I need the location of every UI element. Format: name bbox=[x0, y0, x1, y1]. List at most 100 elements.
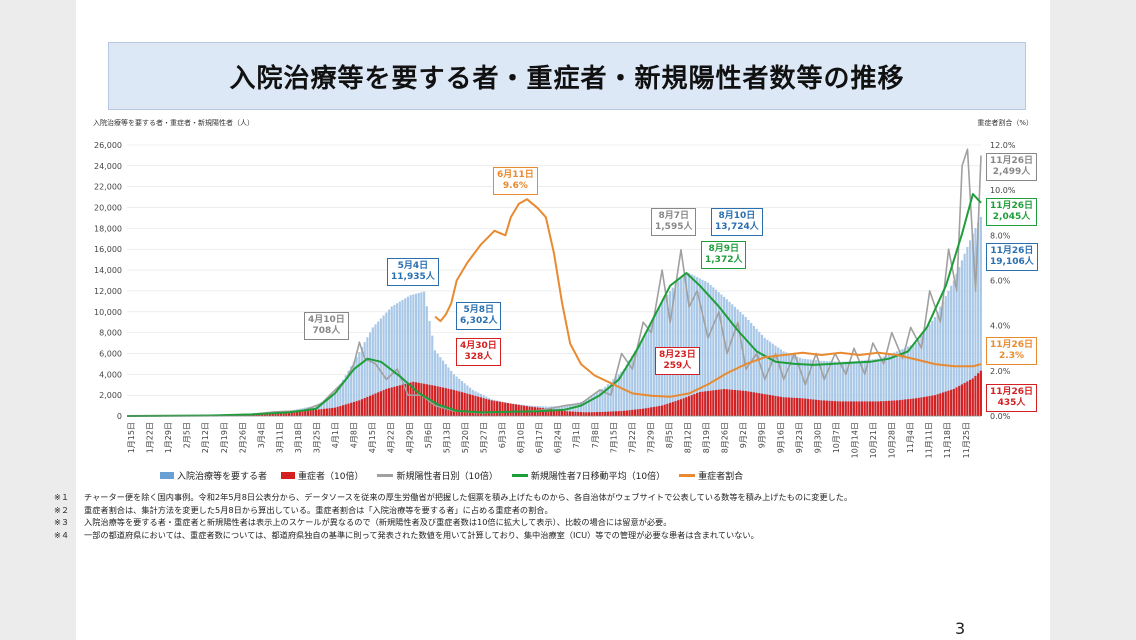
severe-bar bbox=[490, 400, 493, 416]
annotation-line1: 11月26日 bbox=[990, 201, 1034, 211]
severe-bar bbox=[952, 388, 955, 416]
severe-bar bbox=[763, 394, 766, 416]
hospital-bar bbox=[766, 339, 769, 416]
hospital-bar bbox=[698, 278, 701, 416]
hospital-bar bbox=[728, 301, 731, 416]
y-tick-label: 0 bbox=[117, 412, 122, 421]
severe-bar bbox=[466, 393, 469, 416]
annotation-line2: 1,595人 bbox=[655, 222, 693, 232]
severe-bar bbox=[596, 412, 599, 416]
severe-bar bbox=[663, 404, 666, 416]
severe-bar bbox=[660, 405, 664, 416]
annotation-line1: 6月11日 bbox=[497, 170, 534, 180]
x-tick-label: 2月26日 bbox=[238, 422, 247, 453]
hospital-bar bbox=[396, 303, 399, 416]
hospital-bar bbox=[885, 355, 888, 416]
severe-bar bbox=[447, 388, 450, 416]
slide: 入院治療等を要する者・重症者・新規陽性者数等の推移 bbox=[76, 0, 1050, 640]
hospital-bar bbox=[871, 359, 874, 416]
severe-bar bbox=[293, 411, 296, 416]
severe-bar bbox=[790, 397, 793, 416]
hospital-bar bbox=[401, 300, 404, 416]
severe-bar bbox=[363, 398, 366, 416]
severe-bar bbox=[844, 401, 847, 416]
hospital-bar bbox=[836, 361, 839, 416]
severe-bar bbox=[787, 397, 791, 416]
annotation-line2: 328人 bbox=[464, 352, 493, 362]
hospital-bar bbox=[690, 274, 693, 416]
severe-bar bbox=[339, 406, 342, 416]
annotation-line2: 11,935人 bbox=[391, 272, 435, 282]
severe-bar bbox=[514, 404, 518, 416]
severe-bar bbox=[723, 389, 726, 416]
x-tick-label: 6月3日 bbox=[498, 422, 507, 448]
hospital-bar bbox=[952, 280, 955, 416]
annotation-label: 6月11日 9.6% bbox=[493, 167, 538, 195]
severe-bar bbox=[433, 385, 437, 416]
hospital-bar bbox=[950, 285, 953, 416]
severe-bar bbox=[804, 398, 807, 416]
severe-bar bbox=[482, 398, 485, 416]
x-tick-label: 7月15日 bbox=[609, 422, 618, 453]
hospital-bar bbox=[847, 361, 850, 416]
hospital-bar bbox=[433, 350, 437, 416]
severe-bar bbox=[323, 408, 326, 416]
severe-bar bbox=[920, 397, 923, 416]
severe-bar bbox=[733, 389, 737, 416]
legend-label: 重症者割合 bbox=[698, 472, 744, 482]
severe-bar bbox=[909, 398, 912, 416]
severe-bar bbox=[552, 409, 555, 416]
severe-bar bbox=[644, 408, 647, 416]
hospital-bar bbox=[590, 396, 593, 416]
severe-bar bbox=[817, 400, 820, 416]
footnote: ※４ 一部の都道府県においては、重症者数については、都道府県独自の基準に則って発表… bbox=[54, 529, 954, 542]
hospital-bar bbox=[352, 361, 355, 416]
hospital-bar bbox=[331, 394, 334, 416]
x-tick-label: 8月5日 bbox=[665, 422, 674, 448]
hospital-bar bbox=[641, 337, 645, 416]
hospital-bar bbox=[804, 358, 807, 416]
severe-bar bbox=[850, 401, 853, 416]
footnote-text: 一部の都道府県においては、重症者数については、都道府県独自の基準に則って発表され… bbox=[84, 529, 759, 540]
x-tick-label: 8月12日 bbox=[684, 422, 693, 453]
hospital-bar bbox=[768, 341, 772, 416]
hospital-bar bbox=[820, 360, 823, 416]
severe-bar bbox=[893, 400, 896, 416]
hospital-bar bbox=[571, 404, 574, 416]
x-tick-label: 7月22日 bbox=[628, 422, 637, 453]
severe-bar bbox=[274, 412, 277, 416]
x-tick-label: 7月8日 bbox=[591, 422, 600, 448]
x-tick-label: 2月5日 bbox=[183, 422, 192, 448]
severe-bar bbox=[752, 392, 755, 416]
severe-bar bbox=[298, 410, 301, 416]
severe-bar bbox=[696, 393, 699, 416]
annotation-line1: 11月26日 bbox=[990, 156, 1034, 166]
severe-bar bbox=[444, 388, 447, 416]
hospital-bar bbox=[439, 357, 442, 416]
hospital-bar bbox=[831, 361, 834, 416]
hospital-bar bbox=[933, 316, 937, 416]
severe-bar bbox=[979, 370, 982, 416]
severe-bar bbox=[547, 408, 550, 416]
footnote-text: チャーター便を除く国内事例。令和2年5月8日公表分から、データソースを従来の厚生… bbox=[84, 492, 853, 502]
severe-bar bbox=[755, 392, 758, 416]
annotation-line1: 11月26日 bbox=[990, 387, 1034, 397]
hospital-bar bbox=[390, 306, 393, 416]
legend-swatch bbox=[281, 472, 296, 479]
legend: 入院治療等を要する者 重症者（10倍） 新規陽性者日別（10倍） 新規陽性者7日移動平… bbox=[160, 469, 743, 482]
severe-bar bbox=[841, 401, 845, 416]
severe-bar bbox=[409, 382, 412, 416]
hospital-bar bbox=[406, 296, 410, 416]
severe-bar bbox=[593, 412, 596, 416]
hospital-bar bbox=[817, 360, 820, 416]
severe-bar bbox=[436, 386, 439, 416]
severe-bar bbox=[666, 403, 669, 416]
hospital-bar bbox=[693, 275, 696, 416]
severe-bar bbox=[312, 409, 315, 416]
severe-bar bbox=[758, 393, 761, 416]
severe-bar bbox=[917, 397, 920, 416]
hospital-bar bbox=[974, 228, 977, 416]
hospital-bar bbox=[733, 306, 737, 416]
hospital-bar bbox=[790, 354, 793, 416]
x-tick-label: 9月30日 bbox=[813, 422, 822, 453]
